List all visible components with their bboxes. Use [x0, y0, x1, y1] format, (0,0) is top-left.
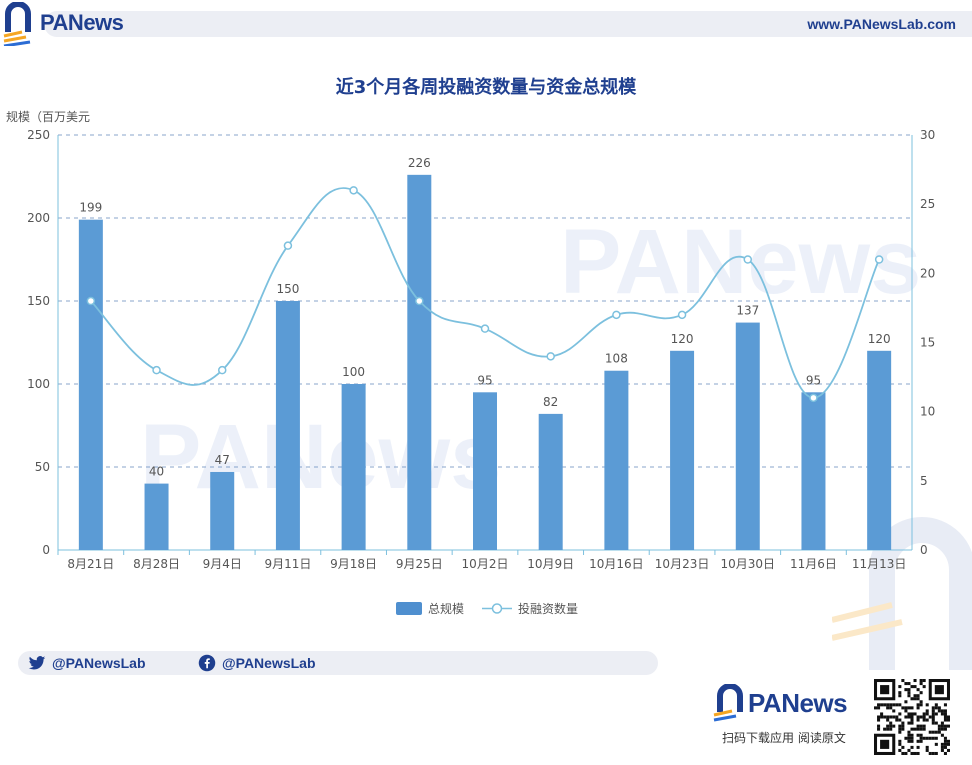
bar-data-label: 120	[868, 332, 891, 346]
watermark: PANews	[140, 406, 502, 508]
x-tick-label: 8月21日	[67, 557, 114, 571]
line-point	[743, 255, 753, 264]
bar	[670, 350, 695, 550]
line-point	[546, 352, 555, 361]
line-point	[612, 310, 621, 320]
bar-data-label: 108	[605, 352, 628, 366]
bar	[867, 350, 892, 550]
y-left-tick-label: 200	[27, 211, 50, 225]
qr-code-icon[interactable]	[874, 679, 950, 755]
line-point	[283, 241, 293, 250]
legend-item-line[interactable]: 投融资数量	[482, 600, 578, 617]
x-tick-label: 10月9日	[527, 557, 574, 571]
chart: 0 50 100 150 200 250 0 5 10 15 20 25 30 199 40 47 150 100…	[27, 128, 935, 571]
bar-data-label: 226	[408, 156, 431, 170]
bar	[801, 392, 826, 550]
x-tick-label: 9月4日	[203, 557, 242, 571]
legend-label-line: 投融资数量	[518, 602, 579, 616]
y-right-tick-label: 30	[920, 128, 935, 142]
bar-data-label: 82	[543, 395, 558, 409]
y-axis-label: 规模（百万美元	[6, 110, 91, 124]
y-right-tick-label: 25	[920, 197, 935, 211]
legend: 总规模 投融资数量	[0, 600, 972, 620]
series-line	[90, 187, 880, 399]
facebook-handle-text: @PANewsLab	[222, 655, 316, 671]
bar	[341, 384, 366, 550]
x-tick-label: 11月6日	[790, 557, 837, 571]
line-point	[480, 324, 490, 333]
footer-caption: 扫码下载应用 阅读原文	[722, 731, 846, 745]
x-tick-label: 10月30日	[720, 557, 775, 571]
bar	[538, 413, 563, 550]
bar-data-label: 47	[215, 453, 230, 467]
bar	[144, 483, 169, 550]
bar	[604, 370, 629, 550]
bar-data-label: 120	[671, 332, 694, 346]
y-left-tick-label: 50	[35, 460, 50, 474]
x-tick-label: 9月18日	[330, 557, 377, 571]
bar-data-label: 150	[276, 282, 299, 296]
bar	[473, 392, 497, 550]
social-bar	[18, 651, 658, 675]
y-right-tick-label: 20	[920, 266, 935, 280]
bar	[210, 471, 235, 550]
x-tick-label: 10月16日	[589, 557, 644, 571]
line-point	[86, 296, 96, 306]
x-tick-label: 9月25日	[396, 557, 443, 571]
x-tick-label: 11月13日	[852, 557, 907, 571]
line-point	[349, 186, 358, 195]
bar-data-label: 95	[806, 373, 821, 387]
y-right-tick-label: 5	[920, 474, 928, 488]
y-right-tick-label: 15	[920, 336, 935, 350]
legend-bar-swatch	[396, 602, 422, 615]
line-point	[152, 365, 161, 375]
line-point	[415, 296, 424, 306]
panews-logo-icon	[3, 2, 31, 46]
line-point	[874, 255, 884, 264]
legend-line-swatch	[482, 603, 512, 614]
header-bar	[44, 11, 972, 37]
y-left-tick-label: 100	[27, 377, 50, 391]
x-tick-label: 9月11日	[264, 557, 311, 571]
panews-logo-icon	[713, 684, 743, 722]
bar-data-label: 137	[736, 304, 759, 318]
bar-data-label: 100	[342, 365, 365, 379]
line-point	[217, 365, 227, 375]
y-left-tick-label: 250	[27, 128, 50, 142]
decorative-logo-icon	[832, 517, 972, 670]
y-left-tick-label: 0	[42, 543, 50, 557]
x-tick-label: 10月23日	[655, 557, 710, 571]
twitter-icon	[28, 656, 46, 670]
bar	[78, 219, 103, 550]
site-url[interactable]: www.PANewsLab.com	[807, 16, 956, 32]
y-left-tick-label: 150	[27, 294, 50, 308]
watermark: PANews	[560, 211, 922, 313]
bar-data-label: 40	[149, 465, 164, 479]
x-tick-label: 8月28日	[133, 557, 180, 571]
bar	[275, 301, 300, 550]
legend-label-bar: 总规模	[428, 602, 465, 616]
twitter-handle-text: @PANewsLab	[52, 655, 146, 671]
line-point	[677, 310, 687, 320]
twitter-handle[interactable]: @PANewsLab	[28, 654, 146, 672]
footer-brand: PANews	[748, 688, 848, 718]
header: PANews www.PANewsLab.com	[0, 0, 972, 48]
legend-item-bar[interactable]: 总规模	[396, 600, 464, 617]
line-point	[809, 393, 818, 403]
bar-data-label: 199	[79, 201, 102, 215]
bar	[735, 322, 760, 550]
y-right-tick-label: 10	[920, 405, 935, 419]
facebook-handle[interactable]: @PANewsLab	[198, 654, 316, 672]
x-tick-label: 10月2日	[462, 557, 509, 571]
bar-data-label: 95	[477, 373, 492, 387]
bar	[407, 174, 432, 550]
chart-title: 近3个月各周投融资数量与资金总规模	[335, 77, 637, 98]
y-right-tick-label: 0	[920, 543, 928, 557]
brand-name: PANews	[40, 10, 124, 35]
facebook-icon	[198, 654, 216, 672]
